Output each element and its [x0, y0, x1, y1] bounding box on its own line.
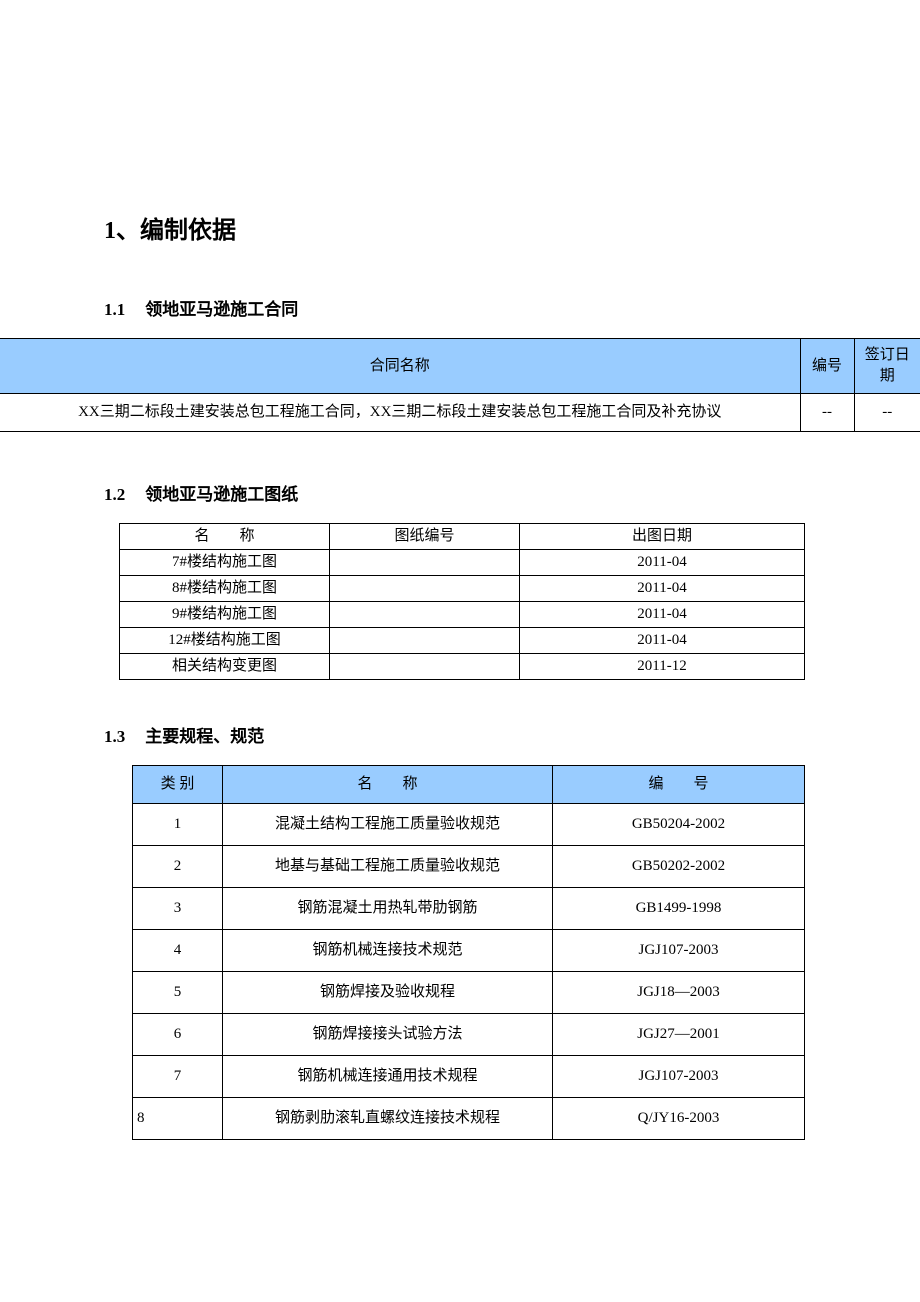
table-row: 4 钢筋机械连接技术规范 JGJ107-2003 [133, 930, 805, 972]
cell-code: GB50204-2002 [553, 804, 805, 846]
table-row: 7#楼结构施工图 2011-04 [120, 550, 805, 576]
cell-name: 8#楼结构施工图 [120, 576, 330, 602]
col-header-contract-name: 合同名称 [0, 339, 800, 394]
cell-category: 4 [133, 930, 223, 972]
table-drawings: 名 称 图纸编号 出图日期 7#楼结构施工图 2011-04 8#楼结构施工图 … [119, 523, 805, 680]
section-title: 领地亚马逊施工合同 [145, 300, 298, 319]
cell-code: -- [800, 394, 854, 432]
document-page: 1、编制依据 1.1 领地亚马逊施工合同 合同名称 编号 签订日期 XX三期二标段… [0, 0, 920, 1240]
cell-code [330, 602, 520, 628]
heading-1-1: 1.1 领地亚马逊施工合同 [104, 295, 920, 320]
col-header-sign-date: 签订日期 [854, 339, 920, 394]
heading-1-2: 1.2 领地亚马逊施工图纸 [104, 480, 920, 505]
cell-code [330, 550, 520, 576]
cell-code: GB1499-1998 [553, 888, 805, 930]
cell-contract-name: XX三期二标段土建安装总包工程施工合同，XX三期二标段土建安装总包工程施工合同及… [0, 394, 800, 432]
col-header-drawing-code: 图纸编号 [330, 524, 520, 550]
cell-name: 钢筋机械连接技术规范 [223, 930, 553, 972]
cell-code: JGJ107-2003 [553, 1056, 805, 1098]
cell-date: 2011-04 [520, 602, 805, 628]
cell-name: 钢筋焊接接头试验方法 [223, 1014, 553, 1056]
table-standards: 类 别 名 称 编 号 1 混凝土结构工程施工质量验收规范 GB50204-20… [132, 765, 805, 1140]
col-header-code: 编号 [800, 339, 854, 394]
col-header-category: 类 别 [133, 766, 223, 804]
table-row: 8 钢筋剥肋滚轧直螺纹连接技术规程 Q/JY16-2003 [133, 1098, 805, 1140]
col-header-name: 名 称 [120, 524, 330, 550]
heading-main: 1、编制依据 [104, 210, 920, 245]
cell-name: 钢筋剥肋滚轧直螺纹连接技术规程 [223, 1098, 553, 1140]
cell-name: 钢筋机械连接通用技术规程 [223, 1056, 553, 1098]
table-header-row: 名 称 图纸编号 出图日期 [120, 524, 805, 550]
cell-code: JGJ107-2003 [553, 930, 805, 972]
table-row: 1 混凝土结构工程施工质量验收规范 GB50204-2002 [133, 804, 805, 846]
cell-category: 5 [133, 972, 223, 1014]
col-header-name: 名 称 [223, 766, 553, 804]
cell-name: 9#楼结构施工图 [120, 602, 330, 628]
table-header-row: 合同名称 编号 签订日期 [0, 339, 920, 394]
cell-code: JGJ18—2003 [553, 972, 805, 1014]
cell-name: 地基与基础工程施工质量验收规范 [223, 846, 553, 888]
cell-name: 混凝土结构工程施工质量验收规范 [223, 804, 553, 846]
cell-name: 12#楼结构施工图 [120, 628, 330, 654]
section-number: 1.3 [104, 727, 125, 747]
cell-code [330, 628, 520, 654]
table-row: 5 钢筋焊接及验收规程 JGJ18—2003 [133, 972, 805, 1014]
table-row: 6 钢筋焊接接头试验方法 JGJ27—2001 [133, 1014, 805, 1056]
cell-category: 3 [133, 888, 223, 930]
table-row: 相关结构变更图 2011-12 [120, 654, 805, 680]
cell-date: 2011-04 [520, 550, 805, 576]
cell-name: 钢筋焊接及验收规程 [223, 972, 553, 1014]
cell-category: 7 [133, 1056, 223, 1098]
cell-date: 2011-04 [520, 628, 805, 654]
section-title: 主要规程、规范 [145, 727, 264, 746]
table-row: 2 地基与基础工程施工质量验收规范 GB50202-2002 [133, 846, 805, 888]
table-row: 7 钢筋机械连接通用技术规程 JGJ107-2003 [133, 1056, 805, 1098]
section-title: 领地亚马逊施工图纸 [145, 485, 298, 504]
cell-name: 相关结构变更图 [120, 654, 330, 680]
table-row: 9#楼结构施工图 2011-04 [120, 602, 805, 628]
cell-name: 7#楼结构施工图 [120, 550, 330, 576]
cell-category: 1 [133, 804, 223, 846]
cell-category: 8 [133, 1098, 223, 1140]
table-header-row: 类 别 名 称 编 号 [133, 766, 805, 804]
cell-code: Q/JY16-2003 [553, 1098, 805, 1140]
cell-category: 2 [133, 846, 223, 888]
cell-date: -- [854, 394, 920, 432]
cell-date: 2011-04 [520, 576, 805, 602]
cell-code [330, 654, 520, 680]
cell-date: 2011-12 [520, 654, 805, 680]
heading-1-3: 1.3 主要规程、规范 [104, 722, 920, 747]
table-row: 12#楼结构施工图 2011-04 [120, 628, 805, 654]
table-row: 8#楼结构施工图 2011-04 [120, 576, 805, 602]
table-contracts: 合同名称 编号 签订日期 XX三期二标段土建安装总包工程施工合同，XX三期二标段… [0, 338, 920, 432]
table-row: XX三期二标段土建安装总包工程施工合同，XX三期二标段土建安装总包工程施工合同及… [0, 394, 920, 432]
section-number: 1.2 [104, 485, 125, 505]
col-header-code: 编 号 [553, 766, 805, 804]
cell-category: 6 [133, 1014, 223, 1056]
col-header-issue-date: 出图日期 [520, 524, 805, 550]
cell-name: 钢筋混凝土用热轧带肋钢筋 [223, 888, 553, 930]
cell-code [330, 576, 520, 602]
cell-code: JGJ27—2001 [553, 1014, 805, 1056]
cell-code: GB50202-2002 [553, 846, 805, 888]
table-row: 3 钢筋混凝土用热轧带肋钢筋 GB1499-1998 [133, 888, 805, 930]
section-number: 1.1 [104, 300, 125, 320]
